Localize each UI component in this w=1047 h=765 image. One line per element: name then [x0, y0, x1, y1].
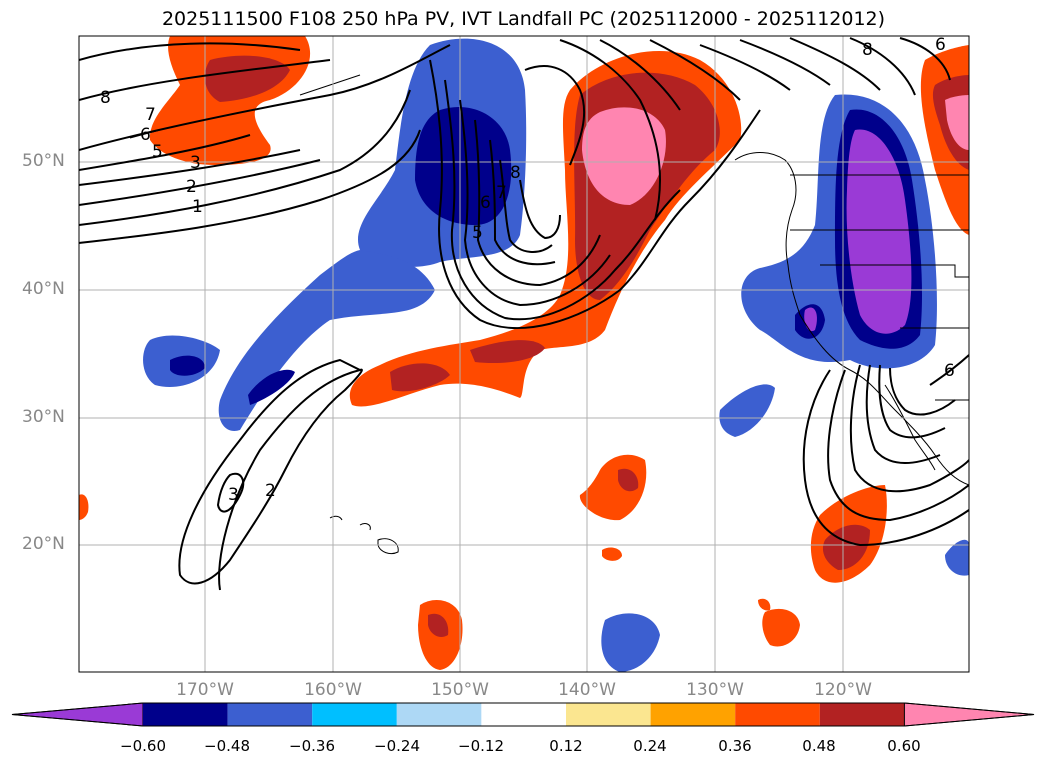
lat-label: 30°N [22, 407, 65, 427]
colorbar-extend-max [903, 702, 1035, 727]
lat-label: 40°N [22, 279, 65, 299]
negative-anomaly-regions [143, 38, 969, 672]
contour-labels: 8 7 6 5 3 2 1 8 7 6 5 8 6 6 3 2 [100, 35, 955, 505]
colorbar-outline [11, 702, 1035, 727]
contour-label: 8 [100, 88, 111, 108]
lat-label: 20°N [22, 534, 65, 554]
lon-label: 120°W [814, 680, 872, 700]
contour-label: 5 [152, 142, 163, 162]
contour-label: 3 [228, 485, 239, 505]
pv-contours [79, 37, 969, 591]
contour-label: 6 [935, 35, 946, 55]
colorbar-segment [650, 703, 736, 726]
colorbar [11, 702, 1035, 727]
map-plot-area [79, 36, 969, 672]
colorbar-tick-label: −0.48 [204, 737, 250, 755]
colorbar-tick-label: 0.24 [633, 737, 667, 755]
positive-anomaly-regions [79, 36, 969, 670]
contour-label: 5 [472, 223, 483, 243]
state-borders [790, 174, 969, 401]
colorbar-segment [566, 703, 651, 726]
lon-label: 140°W [558, 680, 616, 700]
colorbar-tick-label: 0.60 [887, 737, 921, 755]
colorbar-tick-label: −0.60 [120, 737, 166, 755]
colorbar-segment [227, 703, 313, 726]
colorbar-segment [396, 703, 482, 726]
map-title: 2025111500 F108 250 hPa PV, IVT Landfall… [161, 8, 886, 30]
lon-label: 130°W [686, 680, 744, 700]
colorbar-tick-label: −0.36 [289, 737, 335, 755]
contour-label: 1 [192, 197, 203, 217]
colorbar-tick-label: 0.36 [718, 737, 752, 755]
lat-label: 50°N [22, 151, 65, 171]
colorbar-tick-label: 0.48 [802, 737, 836, 755]
contour-label: 6 [480, 193, 491, 213]
contour-label: 3 [190, 153, 201, 173]
contour-label: 8 [510, 163, 521, 183]
colorbar-segment [819, 703, 905, 726]
contour-label: 7 [496, 183, 507, 203]
contour-label: 8 [862, 40, 873, 60]
contour-label: 6 [944, 361, 955, 381]
colorbar-tick-label: −0.12 [458, 737, 504, 755]
colorbar-tick-label: −0.24 [374, 737, 420, 755]
contour-label: 2 [186, 177, 197, 197]
colorbar-extend-min [11, 702, 144, 727]
contour-label: 2 [265, 481, 276, 501]
colorbar-segment [481, 703, 566, 726]
colorbar-segment [735, 703, 820, 726]
colorbar-tick-label: 0.12 [549, 737, 583, 755]
map-frame [78, 35, 970, 673]
contour-label: 7 [145, 105, 156, 125]
lon-label: 170°W [176, 680, 234, 700]
colorbar-segment [143, 703, 228, 726]
lon-label: 160°W [304, 680, 362, 700]
contour-label: 6 [140, 125, 151, 145]
colorbar-segment [312, 703, 397, 726]
gridlines [79, 36, 969, 672]
lon-label: 150°W [431, 680, 489, 700]
